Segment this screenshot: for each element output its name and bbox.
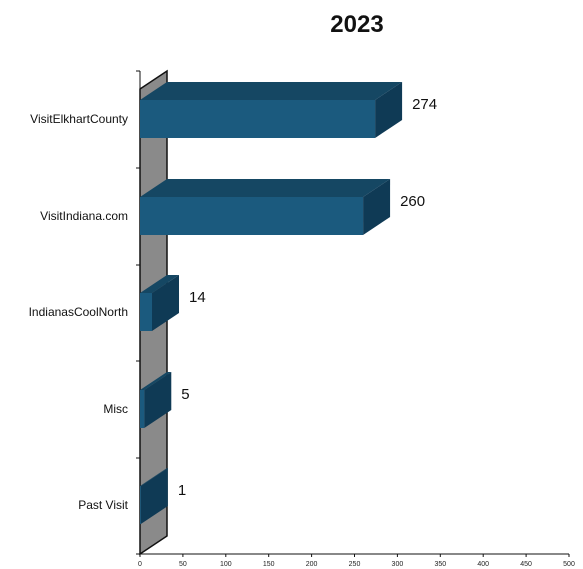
category-label: Past Visit [78,498,128,512]
bar-front-face [140,390,145,428]
x-tick-label: 0 [138,561,142,568]
x-tick-label: 300 [392,561,404,568]
bar-front-face [140,293,153,331]
bar-side-face [144,372,172,428]
bar [140,275,180,331]
x-tick-label: 450 [520,561,532,568]
data-label: 5 [181,386,189,403]
data-label: 14 [189,289,206,306]
x-tick-label: 200 [306,561,318,568]
bar-top-face [140,82,403,100]
x-tick-label: 400 [477,561,489,568]
bar [140,372,172,428]
data-label: 1 [178,482,186,499]
x-axis: 0 50 100 150 200 250 300 350 400 450 500 [138,553,575,568]
bar-side-face [375,82,403,138]
bar-top-face [140,468,168,486]
bar-front-face [140,486,141,524]
bar [140,82,403,138]
bars-group [140,82,403,524]
bar-front-face [140,197,364,235]
category-labels: VisitElkhartCounty VisitIndiana.com Indian… [29,112,129,512]
bar-side-face [363,179,391,235]
data-label: 274 [412,96,437,113]
bar [140,468,168,524]
category-label: Misc [103,402,128,416]
bar-front-face [140,100,376,138]
x-tick-label: 500 [563,561,575,568]
data-labels: 274 260 14 5 1 [178,96,437,499]
bar-side-face [140,468,168,524]
x-tick-label: 150 [263,561,275,568]
bar-top-face [140,372,172,390]
bar-side-face [152,275,180,331]
bar [140,179,391,235]
bar-top-face [140,275,180,293]
chart-title: 2023 [330,11,383,38]
category-label: VisitIndiana.com [40,209,128,223]
x-tick-label: 350 [434,561,446,568]
category-label: IndianasCoolNorth [29,305,128,319]
category-label: VisitElkhartCounty [30,112,128,126]
x-tick-label: 100 [220,561,232,568]
bar-top-face [140,179,391,197]
x-tick-label: 250 [349,561,361,568]
data-label: 260 [400,193,425,210]
x-tick-label: 50 [179,561,187,568]
